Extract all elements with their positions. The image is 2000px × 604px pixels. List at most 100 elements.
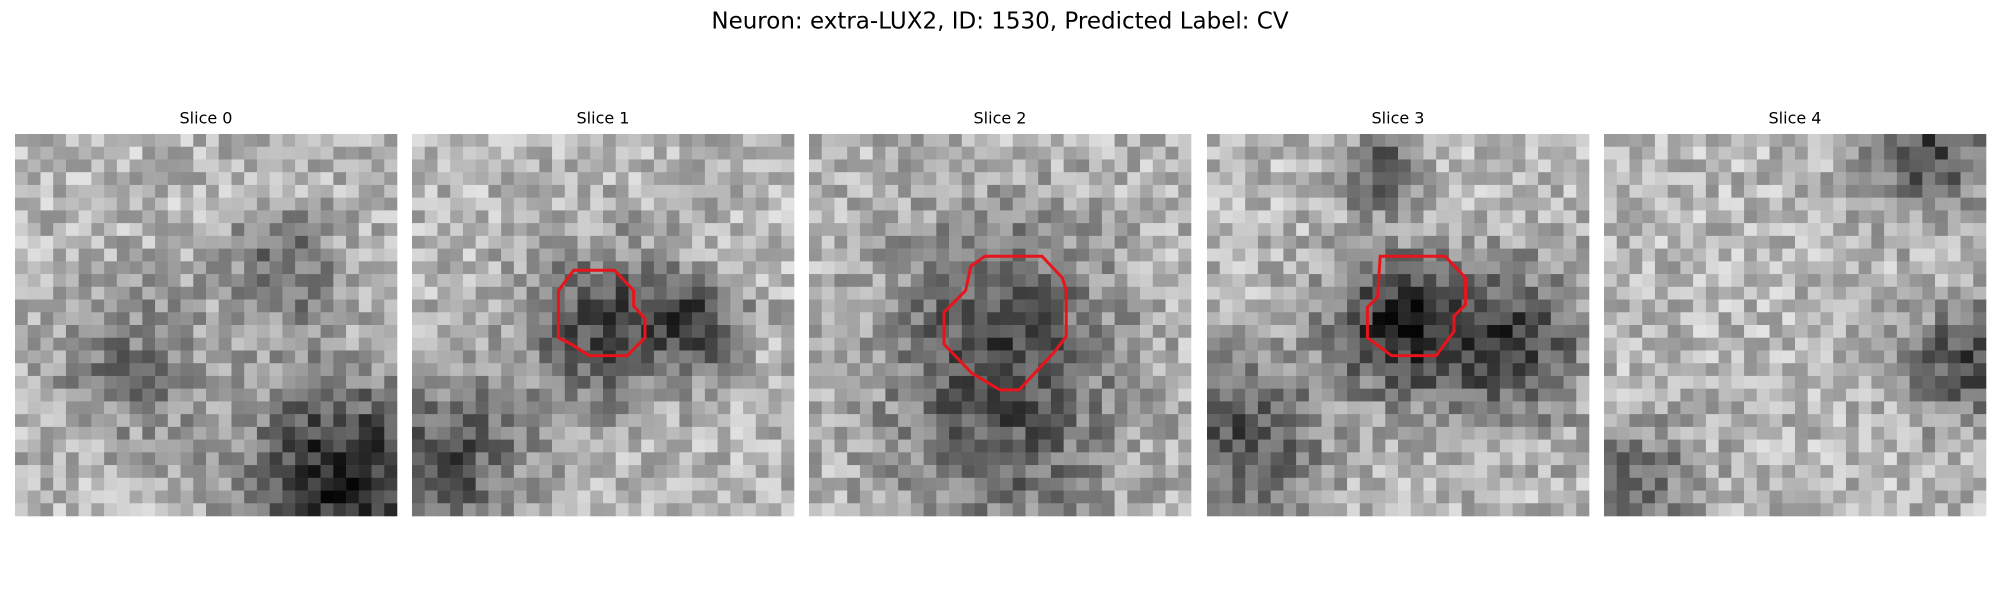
pixel	[1718, 223, 1732, 237]
pixel	[1140, 261, 1154, 275]
pixel	[1922, 401, 1936, 415]
pixel	[1385, 184, 1399, 198]
pixel	[1076, 210, 1090, 224]
pixel	[704, 388, 718, 402]
pixel	[1140, 146, 1154, 160]
pixel	[717, 210, 731, 224]
pixel	[885, 477, 899, 491]
pixel	[1744, 159, 1758, 173]
pixel	[412, 388, 426, 402]
pixel	[1050, 503, 1064, 517]
pixel	[1922, 477, 1936, 491]
pixel	[424, 197, 438, 211]
pixel	[307, 439, 321, 453]
pixel	[1334, 452, 1348, 466]
pixel	[1884, 197, 1898, 211]
pixel	[692, 477, 706, 491]
pixel	[1845, 235, 1859, 249]
pixel	[641, 452, 655, 466]
pixel	[1884, 223, 1898, 237]
pixel	[859, 235, 873, 249]
pixel	[129, 452, 143, 466]
pixel	[1257, 426, 1271, 440]
pixel	[1512, 184, 1526, 198]
pixel	[78, 426, 92, 440]
pixel	[1089, 503, 1103, 517]
pixel	[1935, 426, 1949, 440]
pixel	[1538, 197, 1552, 211]
pixel	[167, 350, 181, 364]
pixel	[743, 452, 757, 466]
pixel	[615, 248, 629, 262]
pixel	[1257, 146, 1271, 160]
pixel	[961, 134, 975, 148]
pixel	[1499, 312, 1513, 326]
pixel	[424, 350, 438, 364]
pixel	[1896, 261, 1910, 275]
pixel	[1101, 172, 1115, 186]
pixel	[1207, 465, 1221, 479]
pixel	[1448, 465, 1462, 479]
pixel	[717, 337, 731, 351]
pixel	[1884, 159, 1898, 173]
pixel	[1359, 439, 1373, 453]
pixel	[768, 172, 782, 186]
pixel	[129, 337, 143, 351]
pixel	[358, 363, 372, 377]
pixel	[1782, 134, 1796, 148]
pixel	[116, 146, 130, 160]
pixel	[898, 477, 912, 491]
pixel	[1499, 223, 1513, 237]
pixel	[526, 401, 540, 415]
pixel	[768, 337, 782, 351]
pixel	[1654, 159, 1668, 173]
pixel	[1398, 274, 1412, 288]
pixel	[1296, 248, 1310, 262]
pixel	[513, 146, 527, 160]
pixel	[1616, 477, 1630, 491]
pixel	[653, 414, 667, 428]
pixel	[1000, 134, 1014, 148]
pixel	[1642, 337, 1656, 351]
pixel	[488, 146, 502, 160]
pixel	[1538, 159, 1552, 173]
pixel	[371, 299, 385, 313]
pixel	[539, 414, 553, 428]
pixel	[1629, 350, 1643, 364]
pixel	[564, 223, 578, 237]
pixel	[1347, 184, 1361, 198]
pixel	[1538, 350, 1552, 364]
pixel	[834, 452, 848, 466]
pixel	[1705, 375, 1719, 389]
pixel	[282, 197, 296, 211]
pixel	[412, 350, 426, 364]
pixel	[1604, 134, 1618, 148]
pixel	[104, 261, 118, 275]
pixel	[501, 503, 515, 517]
pixel	[847, 401, 861, 415]
pixel	[910, 184, 924, 198]
pixel	[167, 312, 181, 326]
pixel	[371, 274, 385, 288]
pixel	[974, 426, 988, 440]
pixel	[218, 477, 232, 491]
pixel	[1308, 172, 1322, 186]
pixel	[1680, 350, 1694, 364]
pixel	[692, 363, 706, 377]
pixel	[1782, 248, 1796, 262]
pixel	[1321, 465, 1335, 479]
pixel	[1512, 172, 1526, 186]
pixel	[462, 248, 476, 262]
pixel	[27, 261, 41, 275]
pixel	[730, 184, 744, 198]
pixel	[167, 414, 181, 428]
pixel	[1474, 439, 1488, 453]
pixel	[1461, 210, 1475, 224]
pixel	[834, 439, 848, 453]
pixel	[781, 439, 795, 453]
pixel	[475, 286, 489, 300]
pixel	[1283, 465, 1297, 479]
pixel	[371, 363, 385, 377]
pixel	[269, 184, 283, 198]
pixel	[1140, 312, 1154, 326]
